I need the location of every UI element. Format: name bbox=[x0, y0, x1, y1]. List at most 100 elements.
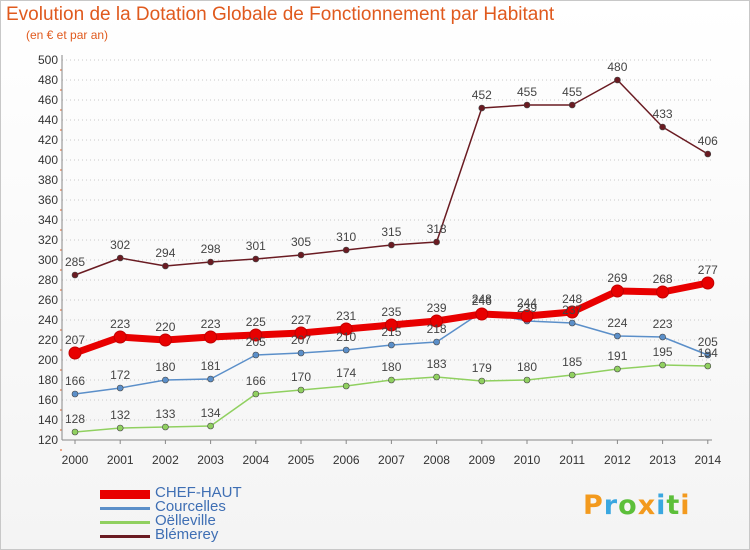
x-tick-label: 2004 bbox=[242, 453, 269, 467]
data-label: 268 bbox=[653, 272, 673, 286]
data-point bbox=[71, 390, 79, 398]
data-label: 452 bbox=[472, 88, 492, 102]
y-tick-label: 240 bbox=[38, 313, 58, 327]
data-point bbox=[568, 101, 576, 109]
data-label: 269 bbox=[607, 271, 627, 285]
data-point bbox=[342, 382, 350, 390]
data-point bbox=[342, 346, 350, 354]
data-label: 310 bbox=[336, 230, 356, 244]
data-point bbox=[704, 150, 712, 158]
y-tick-label: 320 bbox=[38, 233, 58, 247]
data-label: 227 bbox=[291, 313, 311, 327]
legend-swatch-blemerey bbox=[100, 535, 150, 538]
data-point bbox=[252, 351, 260, 359]
data-point bbox=[252, 390, 260, 398]
x-tick-label: 2012 bbox=[604, 453, 631, 467]
data-point bbox=[565, 305, 579, 319]
x-tick-label: 2013 bbox=[649, 453, 676, 467]
data-label: 223 bbox=[653, 317, 673, 331]
data-label: 315 bbox=[381, 225, 401, 239]
data-label: 185 bbox=[562, 355, 582, 369]
data-point bbox=[568, 319, 576, 327]
x-tick-label: 2011 bbox=[559, 453, 585, 467]
data-point bbox=[297, 349, 305, 357]
data-label: 179 bbox=[472, 361, 492, 375]
legend-item-courcelles: Courcelles bbox=[100, 498, 320, 515]
data-point bbox=[614, 76, 621, 84]
data-point bbox=[249, 328, 263, 342]
y-tick-label: 360 bbox=[38, 193, 58, 207]
data-label: 305 bbox=[291, 235, 311, 249]
y-tick-label: 460 bbox=[38, 93, 58, 107]
y-tick-label: 280 bbox=[38, 273, 58, 287]
y-tick-label: 480 bbox=[38, 73, 58, 87]
data-label: 132 bbox=[110, 408, 130, 422]
data-point bbox=[339, 322, 353, 336]
data-label: 220 bbox=[155, 320, 175, 334]
data-point bbox=[252, 255, 260, 263]
data-point bbox=[656, 285, 670, 299]
x-tick-label: 2005 bbox=[288, 453, 315, 467]
data-label: 455 bbox=[517, 85, 537, 99]
legend-item-blemerey: Blémerey bbox=[100, 526, 320, 543]
data-label: 183 bbox=[427, 357, 447, 371]
data-label: 218 bbox=[427, 322, 447, 336]
chart-subtitle: (en € et par an) bbox=[26, 28, 109, 42]
logo-letter: r bbox=[603, 490, 619, 521]
data-point bbox=[614, 332, 621, 340]
data-label: 235 bbox=[381, 305, 401, 319]
data-point bbox=[294, 326, 308, 340]
data-label: 455 bbox=[562, 85, 582, 99]
data-point bbox=[523, 101, 531, 109]
data-label: 406 bbox=[698, 134, 718, 148]
series-line-2 bbox=[74, 364, 708, 433]
logo-letter: o bbox=[618, 490, 638, 521]
data-point bbox=[388, 241, 395, 249]
data-point bbox=[297, 386, 305, 394]
y-tick-label: 420 bbox=[38, 133, 58, 147]
data-point bbox=[659, 361, 666, 369]
x-tick-label: 2001 bbox=[107, 453, 134, 467]
y-tick-label: 160 bbox=[38, 393, 58, 407]
data-label: 166 bbox=[65, 374, 85, 388]
data-point bbox=[430, 314, 444, 328]
data-label: 237 bbox=[562, 303, 582, 317]
data-label: 244 bbox=[517, 296, 537, 310]
data-label: 248 bbox=[472, 292, 492, 306]
x-tick-label: 2009 bbox=[468, 453, 495, 467]
data-label: 134 bbox=[201, 406, 221, 420]
data-point bbox=[704, 351, 712, 359]
data-label: 180 bbox=[517, 360, 537, 374]
x-tick-label: 2010 bbox=[514, 453, 541, 467]
data-label: 215 bbox=[381, 325, 401, 339]
legend-label: Oëlleville bbox=[155, 512, 216, 529]
data-point bbox=[204, 330, 218, 344]
legend-item-chef-haut: CHEF-HAUT bbox=[100, 484, 320, 501]
y-tick-label: 440 bbox=[38, 113, 58, 127]
chart-legend: CHEF-HAUT Courcelles Oëlleville Blémerey bbox=[100, 484, 320, 543]
data-label: 239 bbox=[427, 301, 447, 315]
data-point bbox=[207, 422, 214, 430]
data-point bbox=[384, 318, 398, 332]
data-point bbox=[207, 258, 214, 266]
legend-label: Courcelles bbox=[155, 498, 226, 515]
data-point bbox=[71, 271, 79, 279]
data-point bbox=[614, 365, 621, 373]
data-point bbox=[433, 238, 440, 246]
data-label: 210 bbox=[336, 330, 356, 344]
proxiti-logo: Proxiti bbox=[583, 490, 691, 521]
data-label: 205 bbox=[698, 335, 718, 349]
data-point bbox=[116, 424, 124, 432]
data-point bbox=[113, 330, 127, 344]
data-label: 166 bbox=[246, 374, 266, 388]
legend-label: CHEF-HAUT bbox=[155, 484, 242, 501]
data-label: 231 bbox=[336, 309, 356, 323]
logo-letter: i bbox=[680, 490, 691, 521]
data-label: 205 bbox=[246, 335, 266, 349]
data-point bbox=[610, 284, 624, 298]
data-label: 223 bbox=[110, 317, 130, 331]
logo-letter: x bbox=[637, 490, 657, 521]
y-tick-label: 260 bbox=[38, 293, 58, 307]
data-point bbox=[520, 309, 534, 323]
